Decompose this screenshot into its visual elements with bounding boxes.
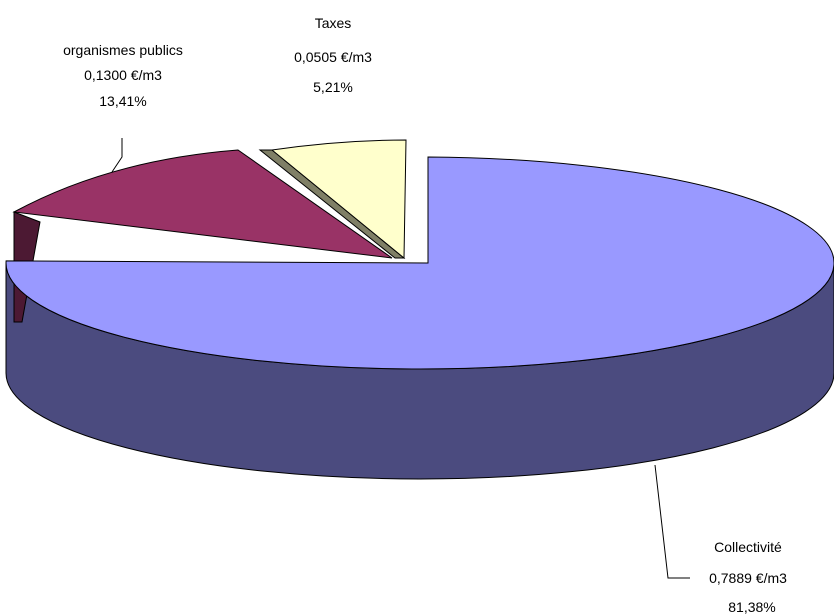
label-collectivite-percent: 81,38% — [728, 599, 775, 615]
label-collectivite-value: 0,7889 €/m3 — [709, 570, 787, 586]
slice-organismes-publics[interactable] — [12, 149, 393, 259]
label-organismes-publics-name: organismes publics — [63, 42, 183, 58]
slice-taxes[interactable] — [270, 139, 407, 260]
label-organismes-publics-value: 0,1300 €/m3 — [84, 67, 162, 83]
leader-line-organismes-publics — [111, 138, 123, 173]
leader-line-collectivite — [654, 464, 690, 579]
label-taxes: Taxes 0,0505 €/m3 5,21% — [294, 15, 372, 95]
label-collectivite-name: Collectivité — [714, 539, 782, 555]
slice-collectivite[interactable] — [5, 156, 834, 370]
label-taxes-value: 0,0505 €/m3 — [294, 49, 372, 65]
label-collectivite: Collectivité 0,7889 €/m3 81,38% — [709, 539, 787, 615]
label-organismes-publics-percent: 13,41% — [99, 93, 146, 109]
label-organismes-publics: organismes publics 0,1300 €/m3 13,41% — [63, 42, 183, 109]
slice-tops — [5, 139, 834, 370]
label-taxes-name: Taxes — [315, 15, 352, 31]
label-taxes-percent: 5,21% — [313, 79, 353, 95]
